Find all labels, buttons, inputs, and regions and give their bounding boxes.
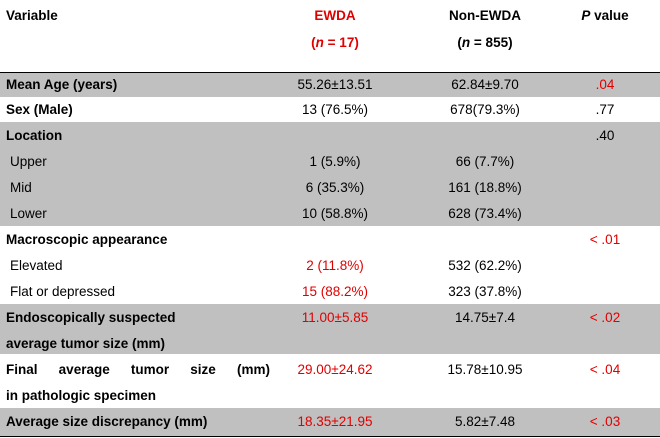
label-word: size: [190, 362, 216, 377]
label-word: (mm): [236, 362, 270, 377]
header-nonewda: Non-EWDA: [449, 8, 521, 23]
nonewda-value: 62.84±9.70: [451, 77, 519, 92]
p-value: .04: [595, 77, 615, 92]
row-label: Location: [6, 128, 63, 143]
nonewda-value: 323 (37.8%): [448, 284, 522, 299]
ewda-value: 29.00±24.62: [297, 362, 373, 377]
ewda-value: 18.35±21.95: [297, 414, 373, 429]
row-label: Macroscopic appearance: [6, 232, 168, 247]
subrow-label-lower: Lower: [10, 206, 47, 221]
p-value: < .04: [589, 362, 621, 377]
p-value: < .01: [589, 232, 621, 247]
header-ewda-n: (n = 17): [311, 35, 359, 50]
row-label: Average size discrepancy (mm): [6, 414, 208, 429]
label-word: average: [58, 362, 110, 377]
ewda-value: 2 (11.8%): [306, 258, 364, 273]
ewda-value: 11.00±5.85: [301, 310, 369, 325]
nonewda-value: 532 (62.2%): [448, 258, 522, 273]
row-mean-age: Mean Age (years) 55.26±13.51 62.84±9.70 …: [0, 73, 660, 97]
ewda-value: 55.26±13.51: [297, 77, 373, 92]
ewda-value: 1 (5.9%): [309, 154, 361, 169]
row-label: Final average tumor size (mm): [6, 362, 270, 378]
row-label: Sex (Male): [6, 102, 73, 117]
row-location: Location .40 Upper 1 (5.9%) 66 (7.7%) Mi…: [0, 122, 660, 226]
row-final-size: Final average tumor size (mm) in patholo…: [0, 354, 660, 408]
label-word: Final: [6, 362, 38, 377]
p-value: < .03: [589, 414, 621, 429]
header-nonewda-n: (n = 855): [457, 35, 513, 50]
subrow-label-upper: Upper: [10, 154, 47, 169]
row-label-line2: average tumor size (mm): [6, 336, 166, 351]
row-endoscopic-size: Endoscopically suspected average tumor s…: [0, 304, 660, 354]
nonewda-value: 678(79.3%): [450, 102, 520, 117]
label-word: tumor: [130, 362, 170, 377]
row-sex: Sex (Male) 13 (76.5%) 678(79.3%) .77: [0, 97, 660, 122]
header-divider: [0, 72, 660, 73]
ewda-value: 13 (76.5%): [301, 102, 369, 117]
row-macroscopic: Macroscopic appearance < .01 Elevated 2 …: [0, 226, 660, 304]
p-value: .77: [595, 102, 615, 117]
subrow-label-mid: Mid: [10, 180, 32, 195]
header-pvalue: P value: [581, 8, 629, 23]
nonewda-value: 5.82±7.48: [455, 414, 515, 429]
header-row: Variable EWDA (n = 17) Non-EWDA (n = 855…: [0, 0, 660, 72]
bottom-border: [0, 436, 660, 437]
p-value: < .02: [589, 310, 621, 325]
header-variable: Variable: [6, 8, 58, 23]
subrow-label-elevated: Elevated: [10, 258, 63, 273]
nonewda-value: 66 (7.7%): [455, 154, 515, 169]
nonewda-value: 161 (18.8%): [448, 180, 522, 195]
ewda-value: 15 (88.2%): [301, 284, 369, 299]
row-label-line2: in pathologic specimen: [6, 388, 157, 403]
row-label: Endoscopically suspected: [6, 310, 176, 325]
nonewda-value: 15.78±10.95: [447, 362, 523, 377]
subrow-label-flat: Flat or depressed: [10, 284, 116, 299]
p-value: .40: [595, 128, 615, 143]
ewda-value: 6 (35.3%): [305, 180, 365, 195]
header-ewda: EWDA: [314, 8, 356, 23]
row-label: Mean Age (years): [6, 77, 118, 92]
nonewda-value: 628 (73.4%): [448, 206, 522, 221]
row-size-discrepancy: Average size discrepancy (mm) 18.35±21.9…: [0, 408, 660, 436]
nonewda-value: 14.75±7.4: [455, 310, 515, 325]
ewda-value: 10 (58.8%): [301, 206, 369, 221]
